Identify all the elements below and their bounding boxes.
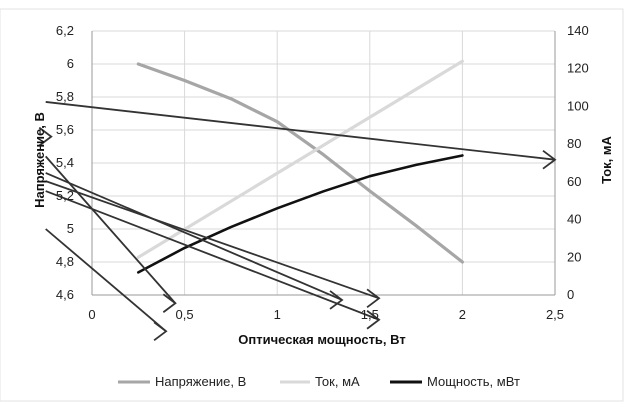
- legend-label-current: Ток, мА: [315, 374, 360, 389]
- y-right-tick-label: 100: [567, 98, 589, 113]
- annotation-arrowhead: [542, 149, 557, 170]
- legend-label-voltage: Напряжение, В: [155, 374, 246, 389]
- y-left-tick-label: 6,2: [56, 23, 74, 38]
- y-right-tick-label: 60: [567, 174, 581, 189]
- x-tick-label: 2,5: [546, 307, 564, 322]
- y-right-tick-label: 20: [567, 249, 581, 264]
- y-left-tick-label: 5: [67, 221, 74, 236]
- annotation-arrowhead: [153, 321, 168, 342]
- x-tick-label: 0,5: [176, 307, 194, 322]
- y-right-tick-label: 80: [567, 136, 581, 151]
- y-axis-left-title: Напряжение, В: [32, 112, 47, 208]
- series-line-1: [136, 62, 464, 264]
- annotation-arrowhead: [162, 293, 177, 313]
- y-left-tick-label: 4,6: [56, 287, 74, 302]
- y-left-tick-label: 6: [67, 56, 74, 71]
- annotation-arrowhead: [366, 288, 381, 309]
- annotation-line: [45, 228, 167, 332]
- y-left-tick-label: 5,4: [56, 155, 74, 170]
- series-line-3: [137, 154, 464, 274]
- annotation-arrowhead: [38, 126, 53, 147]
- y-right-tick-label: 0: [567, 287, 574, 302]
- tick-labels: 4,64,855,25,45,65,866,20 0,5 1 1,5 2 2,502040…: [56, 23, 589, 322]
- annotation-line: [45, 180, 380, 300]
- y-left-tick-label: 5,8: [56, 89, 74, 104]
- annotation-line: [45, 172, 343, 301]
- legend: Напряжение, В Ток, мА Мощность, мВт: [118, 374, 520, 389]
- annotation-line: [45, 101, 556, 161]
- y-left-tick-label: 5,6: [56, 122, 74, 137]
- x-tick-label: 2: [459, 307, 466, 322]
- annotation-line: [45, 155, 177, 304]
- series: [136, 59, 464, 274]
- chart-frame: [0, 8, 624, 402]
- annotations: [38, 101, 557, 342]
- y-right-tick-label: 140: [567, 23, 589, 38]
- x-tick-label: 1: [274, 307, 281, 322]
- annotation-line: [45, 190, 380, 321]
- y-axis-right-title: Ток, мА: [599, 135, 614, 183]
- series-line-2: [136, 59, 464, 259]
- annotation-arrowhead: [366, 310, 381, 330]
- x-axis-title: Оптическая мощность, Вт: [238, 332, 405, 347]
- y-right-tick-label: 40: [567, 212, 581, 227]
- legend-label-power: Мощность, мВт: [427, 374, 520, 389]
- x-tick-label: 0: [88, 307, 95, 322]
- y-left-tick-label: 5,2: [56, 188, 74, 203]
- y-right-tick-label: 120: [567, 61, 589, 76]
- annotation-arrowhead: [329, 290, 344, 310]
- y-left-tick-label: 4,8: [56, 254, 74, 269]
- x-tick-label: 1,5: [361, 307, 379, 322]
